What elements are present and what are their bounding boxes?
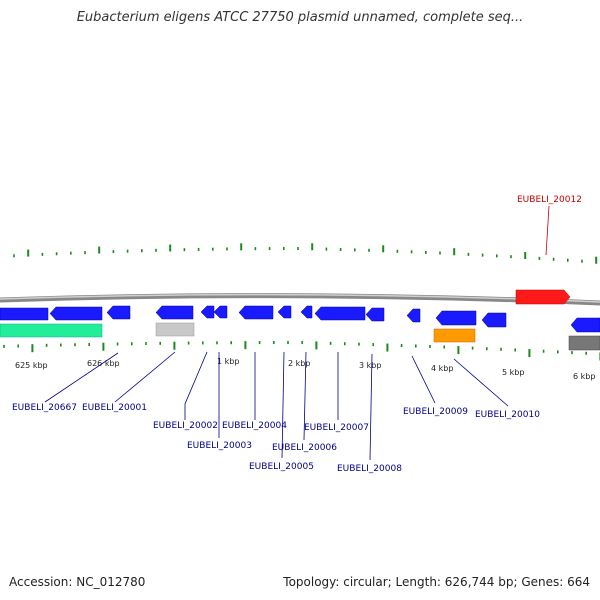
gene-label-eubeli-20003[interactable]: EUBELI_20003 <box>187 441 252 451</box>
callout-line-eubeli-20006 <box>303 351 307 441</box>
scale-label: 4 kbp <box>431 364 453 373</box>
gene-block-a[interactable] <box>106 305 131 320</box>
lower-tick-row <box>3 341 600 361</box>
gene-label-eubeli-20007[interactable]: EUBELI_20007 <box>304 423 369 433</box>
scale-label: 5 kbp <box>502 368 524 377</box>
gene-eubeli-20004[interactable] <box>238 305 274 320</box>
callout-line-eubeli-20012 <box>545 205 550 256</box>
scale-label: 626 kbp <box>87 359 120 368</box>
gene-eubeli-20006[interactable] <box>300 305 313 319</box>
callout-line-eubeli-20010 <box>453 358 509 407</box>
gene-callout-lines <box>44 351 509 461</box>
gene-eubeli-20667[interactable] <box>0 307 49 321</box>
topology-summary-text: Topology: circular; Length: 626,744 bp; … <box>283 575 590 589</box>
feature-dark-gray[interactable] <box>568 335 600 351</box>
gene-label-eubeli-20008[interactable]: EUBELI_20008 <box>337 464 402 474</box>
callout-line-eubeli-20005 <box>281 351 285 459</box>
scale-label: 3 kbp <box>359 361 381 370</box>
scale-labels: 625 kbp 626 kbp 1 kbp 2 kbp 3 kbp 4 kbp … <box>15 357 595 381</box>
gene-label-eubeli-20009[interactable]: EUBELI_20009 <box>403 407 468 417</box>
gene-label-eubeli-20002[interactable]: EUBELI_20002 <box>153 421 218 431</box>
gene-eubeli-20005[interactable] <box>277 305 292 319</box>
scale-label: 6 kbp <box>573 372 595 381</box>
callout-line-eubeli-20009 <box>411 355 436 404</box>
gene-eubeli-20009[interactable] <box>435 310 477 326</box>
gene-block-b[interactable] <box>213 305 228 319</box>
gene-eubeli-20008[interactable] <box>365 307 385 322</box>
callout-line-eubeli-20008 <box>369 353 373 461</box>
gene-block-c[interactable] <box>406 308 421 323</box>
gene-eubeli-20003[interactable] <box>200 305 215 319</box>
callout-line-eubeli-20667 <box>44 352 119 403</box>
gene-eubeli-20010[interactable] <box>481 312 507 328</box>
gene-eubeli-20007[interactable] <box>314 306 366 321</box>
reverse-strand-genes <box>0 305 600 333</box>
gene-label-eubeli-20012[interactable]: EUBELI_20012 <box>517 195 582 205</box>
gene-eubeli-20001[interactable] <box>49 306 103 321</box>
gene-eubeli-20002[interactable] <box>155 305 194 320</box>
map-title: Eubacterium eligens ATCC 27750 plasmid u… <box>76 10 524 25</box>
gene-block-d[interactable] <box>570 317 600 333</box>
callout-line-eubeli-20002 <box>184 351 208 420</box>
upper-tick-row <box>13 243 598 264</box>
callout-line-eubeli-20001 <box>114 351 176 403</box>
rna-feature-green[interactable] <box>0 323 103 338</box>
gene-label-eubeli-20004[interactable]: EUBELI_20004 <box>222 421 287 431</box>
scale-label: 2 kbp <box>288 359 310 368</box>
gene-label-eubeli-20001[interactable]: EUBELI_20001 <box>82 403 147 413</box>
gene-label-eubeli-20010[interactable]: EUBELI_20010 <box>475 410 540 420</box>
pseudogene-feature-gray[interactable] <box>155 322 195 337</box>
gene-label-eubeli-20005[interactable]: EUBELI_20005 <box>249 462 314 472</box>
gene-eubeli-20012[interactable] <box>515 289 571 305</box>
gene-label-eubeli-20667[interactable]: EUBELI_20667 <box>12 403 77 413</box>
accession-text: Accession: NC_012780 <box>9 575 146 589</box>
scale-label: 625 kbp <box>15 361 48 370</box>
gene-label-eubeli-20006[interactable]: EUBELI_20006 <box>272 443 337 453</box>
gene-labels: EUBELI_20667 EUBELI_20001 EUBELI_20002 E… <box>12 195 582 474</box>
feature-orange[interactable] <box>433 328 476 343</box>
scale-label: 1 kbp <box>217 357 239 366</box>
